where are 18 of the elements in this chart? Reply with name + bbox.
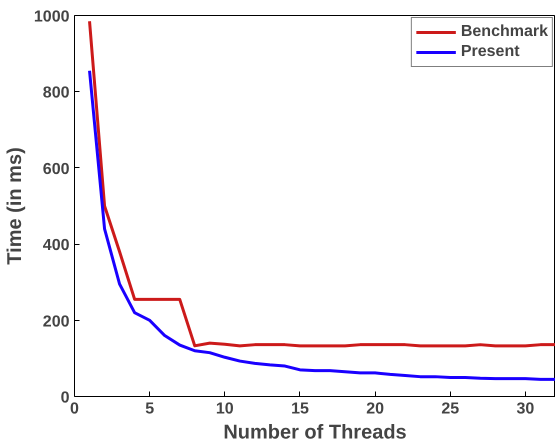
line-series bbox=[88, 69, 555, 381]
x-tick-label: 5 bbox=[145, 400, 154, 418]
x-tick-label: 10 bbox=[216, 400, 234, 418]
y-tick-label: 400 bbox=[42, 237, 70, 254]
x-tick-label: 20 bbox=[366, 400, 384, 418]
line-series bbox=[88, 20, 555, 348]
legend-label: Benchmark bbox=[460, 23, 548, 41]
x-tick-label: 30 bbox=[516, 400, 534, 418]
y-tick-label: 1000 bbox=[34, 8, 70, 26]
x-axis-title: Number of Threads bbox=[223, 422, 407, 444]
y-tick-label: 800 bbox=[42, 84, 70, 102]
x-tick-label: 25 bbox=[441, 400, 460, 418]
y-axis-title: Time (in ms) bbox=[4, 147, 26, 265]
y-tick-label: 0 bbox=[60, 390, 70, 406]
legend-label: Present bbox=[460, 43, 520, 61]
y-tick-label: 600 bbox=[42, 160, 70, 178]
y-tick-label: 200 bbox=[42, 313, 70, 330]
x-tick-label: 15 bbox=[291, 400, 309, 418]
